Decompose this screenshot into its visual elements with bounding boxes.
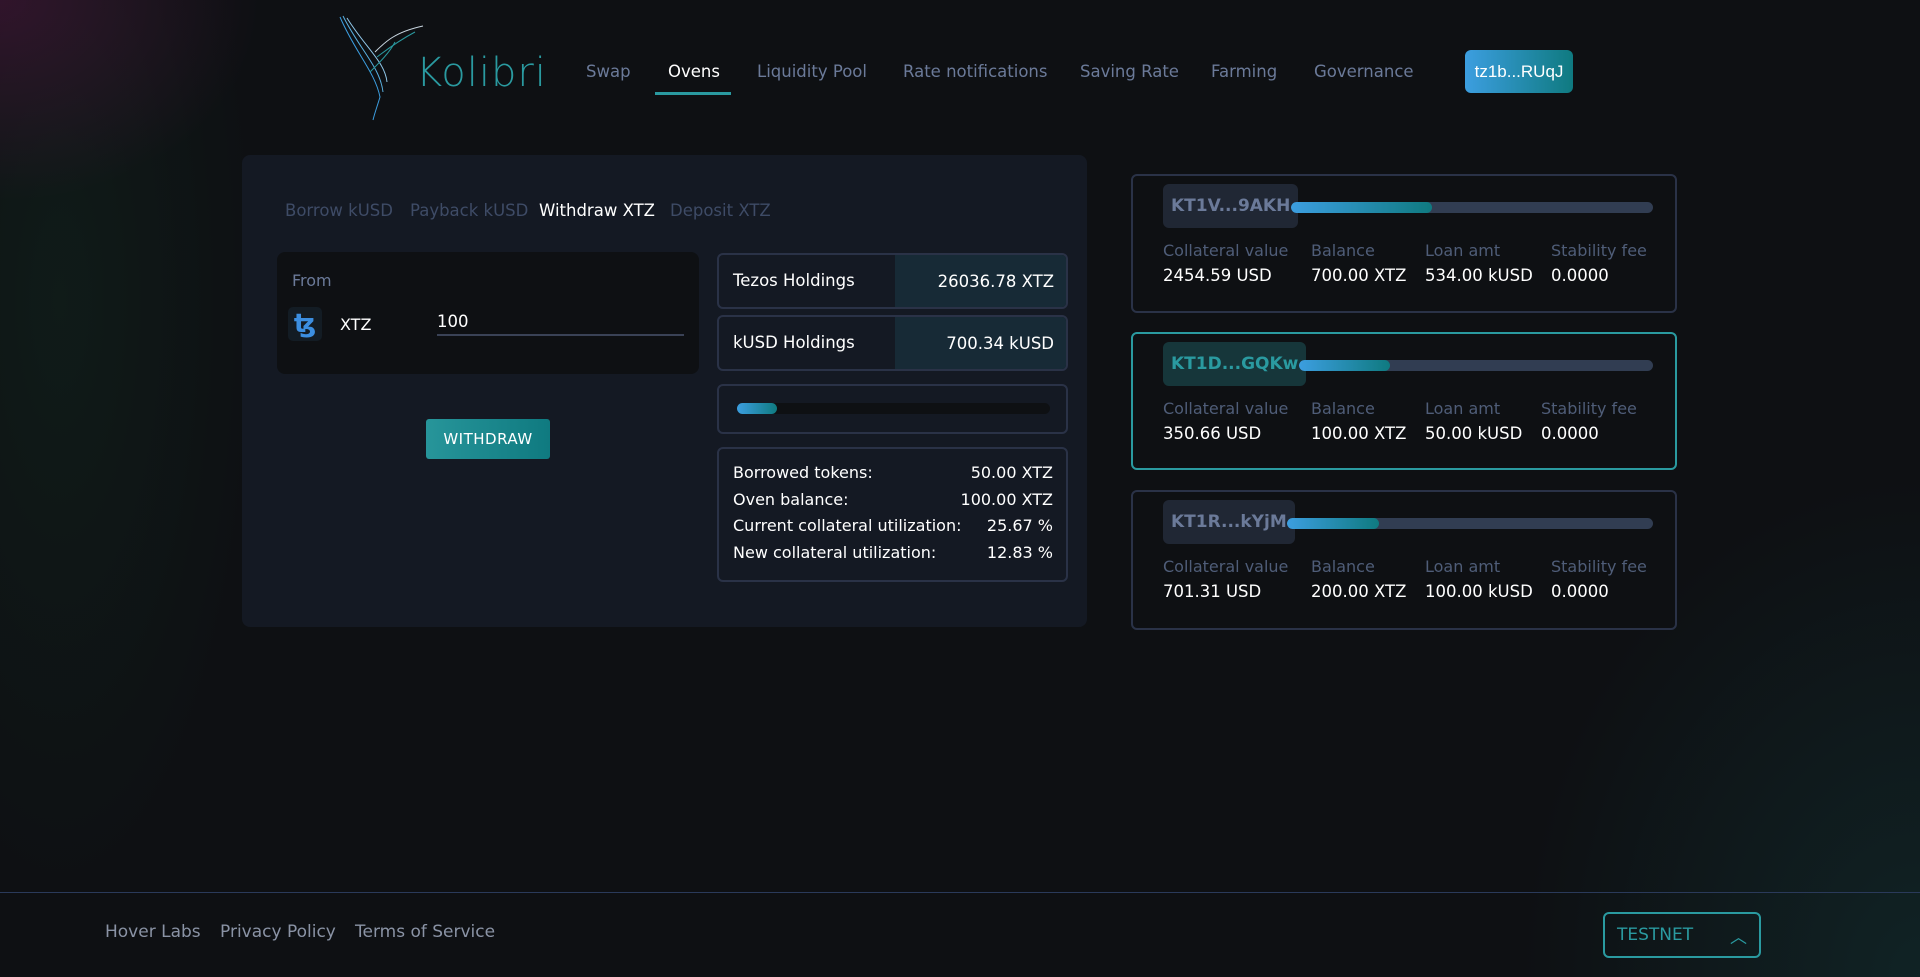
stat-header: Loan amt	[1425, 241, 1501, 260]
info-value: 100.00 XTZ	[960, 489, 1053, 509]
from-label: From	[292, 271, 332, 290]
stat-header: Stability fee	[1541, 399, 1637, 418]
stat-header: Balance	[1311, 399, 1375, 418]
oven-progress-fill	[1287, 518, 1379, 529]
withdraw-button[interactable]: WITHDRAW	[426, 419, 550, 459]
kusd-holdings: kUSD Holdings 700.34 kUSD	[717, 315, 1068, 371]
oven-stat-balance: Balance 200.00 XTZ	[1311, 557, 1406, 601]
stat-header: Balance	[1311, 557, 1375, 576]
oven-progress-track	[1291, 202, 1653, 213]
stat-header: Collateral value	[1163, 241, 1289, 260]
amount-input[interactable]	[437, 308, 684, 336]
oven-card[interactable]: KT1D...GQKw Collateral value 350.66 USD Ba…	[1131, 332, 1677, 470]
kolibri-logo-icon	[339, 15, 424, 121]
stat-value: 100.00 kUSD	[1425, 582, 1533, 601]
oven-info: Borrowed tokens: 50.00 XTZ Oven balance: 1…	[717, 447, 1068, 582]
oven-stat-fee: Stability fee 0.0000	[1551, 557, 1647, 601]
stat-header: Collateral value	[1163, 399, 1289, 418]
info-value: 50.00 XTZ	[970, 463, 1053, 482]
progress-fill	[737, 403, 778, 414]
stat-header: Balance	[1311, 241, 1375, 260]
oven-progress-fill	[1299, 360, 1390, 371]
oven-stat-fee: Stability fee 0.0000	[1551, 241, 1647, 285]
oven-stat-loan: Loan amt 100.00 kUSD	[1425, 557, 1533, 601]
oven-progress-track	[1299, 360, 1653, 371]
oven-stat-collateral: Collateral value 350.66 USD	[1163, 399, 1288, 443]
info-label: Borrowed tokens:	[733, 463, 873, 482]
stat-value: 534.00 kUSD	[1425, 266, 1533, 285]
stat-header: Loan amt	[1425, 399, 1501, 418]
oven-id: KT1D...GQKw	[1163, 342, 1307, 386]
stat-value: 0.0000	[1551, 582, 1609, 601]
oven-id: KT1V...9AKH	[1163, 184, 1299, 228]
info-row: Oven balance: 100.00 XTZ	[733, 490, 1053, 517]
network-selector[interactable]: TESTNET ︿	[1603, 912, 1761, 958]
stat-value: 0.0000	[1551, 266, 1609, 285]
stat-header: Stability fee	[1551, 557, 1647, 576]
stat-value: 2454.59 USD	[1163, 266, 1272, 285]
stat-value: 350.66 USD	[1163, 424, 1262, 443]
oven-progress-track	[1287, 518, 1653, 529]
oven-progress-fill	[1291, 202, 1433, 213]
tezos-icon: ꜩ	[288, 307, 322, 341]
info-row: Borrowed tokens: 50.00 XTZ	[733, 463, 1053, 490]
stat-value: 50.00 kUSD	[1425, 424, 1523, 443]
info-label: Oven balance:	[733, 489, 849, 509]
oven-stat-balance: Balance 700.00 XTZ	[1311, 241, 1406, 285]
info-row: Current collateral utilization: 25.67 %	[733, 516, 1053, 543]
nav-swap[interactable]: Swap	[586, 62, 631, 81]
oven-stat-collateral: Collateral value 701.31 USD	[1163, 557, 1288, 601]
info-label: Current collateral utilization:	[733, 516, 962, 535]
stat-header: Loan amt	[1425, 557, 1501, 576]
brand-name: Kolibri	[416, 50, 547, 96]
stat-value: 701.31 USD	[1163, 582, 1262, 601]
stat-value: 700.00 XTZ	[1311, 266, 1407, 285]
holdings-label: Tezos Holdings	[733, 271, 855, 290]
tab-payback-kusd[interactable]: Payback kUSD	[410, 201, 529, 220]
nav-farming[interactable]: Farming	[1211, 62, 1278, 81]
footer-link-hover-labs[interactable]: Hover Labs	[105, 922, 201, 942]
stat-header: Collateral value	[1163, 557, 1289, 576]
nav-saving-rate[interactable]: Saving Rate	[1080, 62, 1179, 81]
footer-divider	[0, 892, 1920, 893]
tab-withdraw-xtz[interactable]: Withdraw XTZ	[539, 201, 655, 220]
oven-stat-collateral: Collateral value 2454.59 USD	[1163, 241, 1288, 285]
oven-stat-loan: Loan amt 50.00 kUSD	[1425, 399, 1522, 443]
chevron-up-icon: ︿	[1730, 927, 1747, 948]
network-label: TESTNET	[1617, 925, 1694, 945]
oven-stat-balance: Balance 100.00 XTZ	[1311, 399, 1406, 443]
tab-deposit-xtz[interactable]: Deposit XTZ	[670, 201, 771, 220]
oven-card[interactable]: KT1R...kYjM Collateral value 701.31 USD Ba…	[1131, 490, 1677, 630]
info-value: 12.83 %	[986, 542, 1053, 562]
holdings-label: kUSD Holdings	[733, 333, 855, 352]
holdings-value: 26036.78 XTZ	[895, 255, 1066, 307]
stat-header: Stability fee	[1551, 241, 1647, 260]
stat-value: 200.00 XTZ	[1311, 582, 1407, 601]
oven-stat-loan: Loan amt 534.00 kUSD	[1425, 241, 1533, 285]
tab-borrow-kusd[interactable]: Borrow kUSD	[285, 201, 393, 220]
nav-rate-notifications[interactable]: Rate notifications	[903, 62, 1048, 81]
holdings-value: 700.34 kUSD	[895, 317, 1066, 369]
stat-value: 0.0000	[1541, 424, 1599, 443]
active-nav-indicator	[655, 92, 731, 95]
stat-value: 100.00 XTZ	[1311, 424, 1407, 443]
oven-stat-fee: Stability fee 0.0000	[1541, 399, 1637, 443]
oven-id: KT1R...kYjM	[1163, 500, 1295, 544]
token-label: XTZ	[340, 315, 372, 334]
progress-track	[737, 403, 1050, 414]
info-label: New collateral utilization:	[733, 542, 937, 562]
tezos-holdings: Tezos Holdings 26036.78 XTZ	[717, 253, 1068, 309]
oven-card[interactable]: KT1V...9AKH Collateral value 2454.59 USD B…	[1131, 174, 1677, 313]
info-row: New collateral utilization: 12.83 %	[733, 543, 1053, 570]
footer-link-privacy-policy[interactable]: Privacy Policy	[220, 922, 336, 942]
footer-link-terms-of-service[interactable]: Terms of Service	[355, 922, 496, 942]
nav-governance[interactable]: Governance	[1314, 62, 1414, 81]
info-value: 25.67 %	[986, 516, 1053, 535]
utilization-progress	[717, 384, 1068, 434]
nav-ovens[interactable]: Ovens	[668, 62, 720, 81]
nav-liquidity-pool[interactable]: Liquidity Pool	[757, 62, 867, 81]
wallet-button[interactable]: tz1b...RUqJ	[1465, 50, 1573, 93]
